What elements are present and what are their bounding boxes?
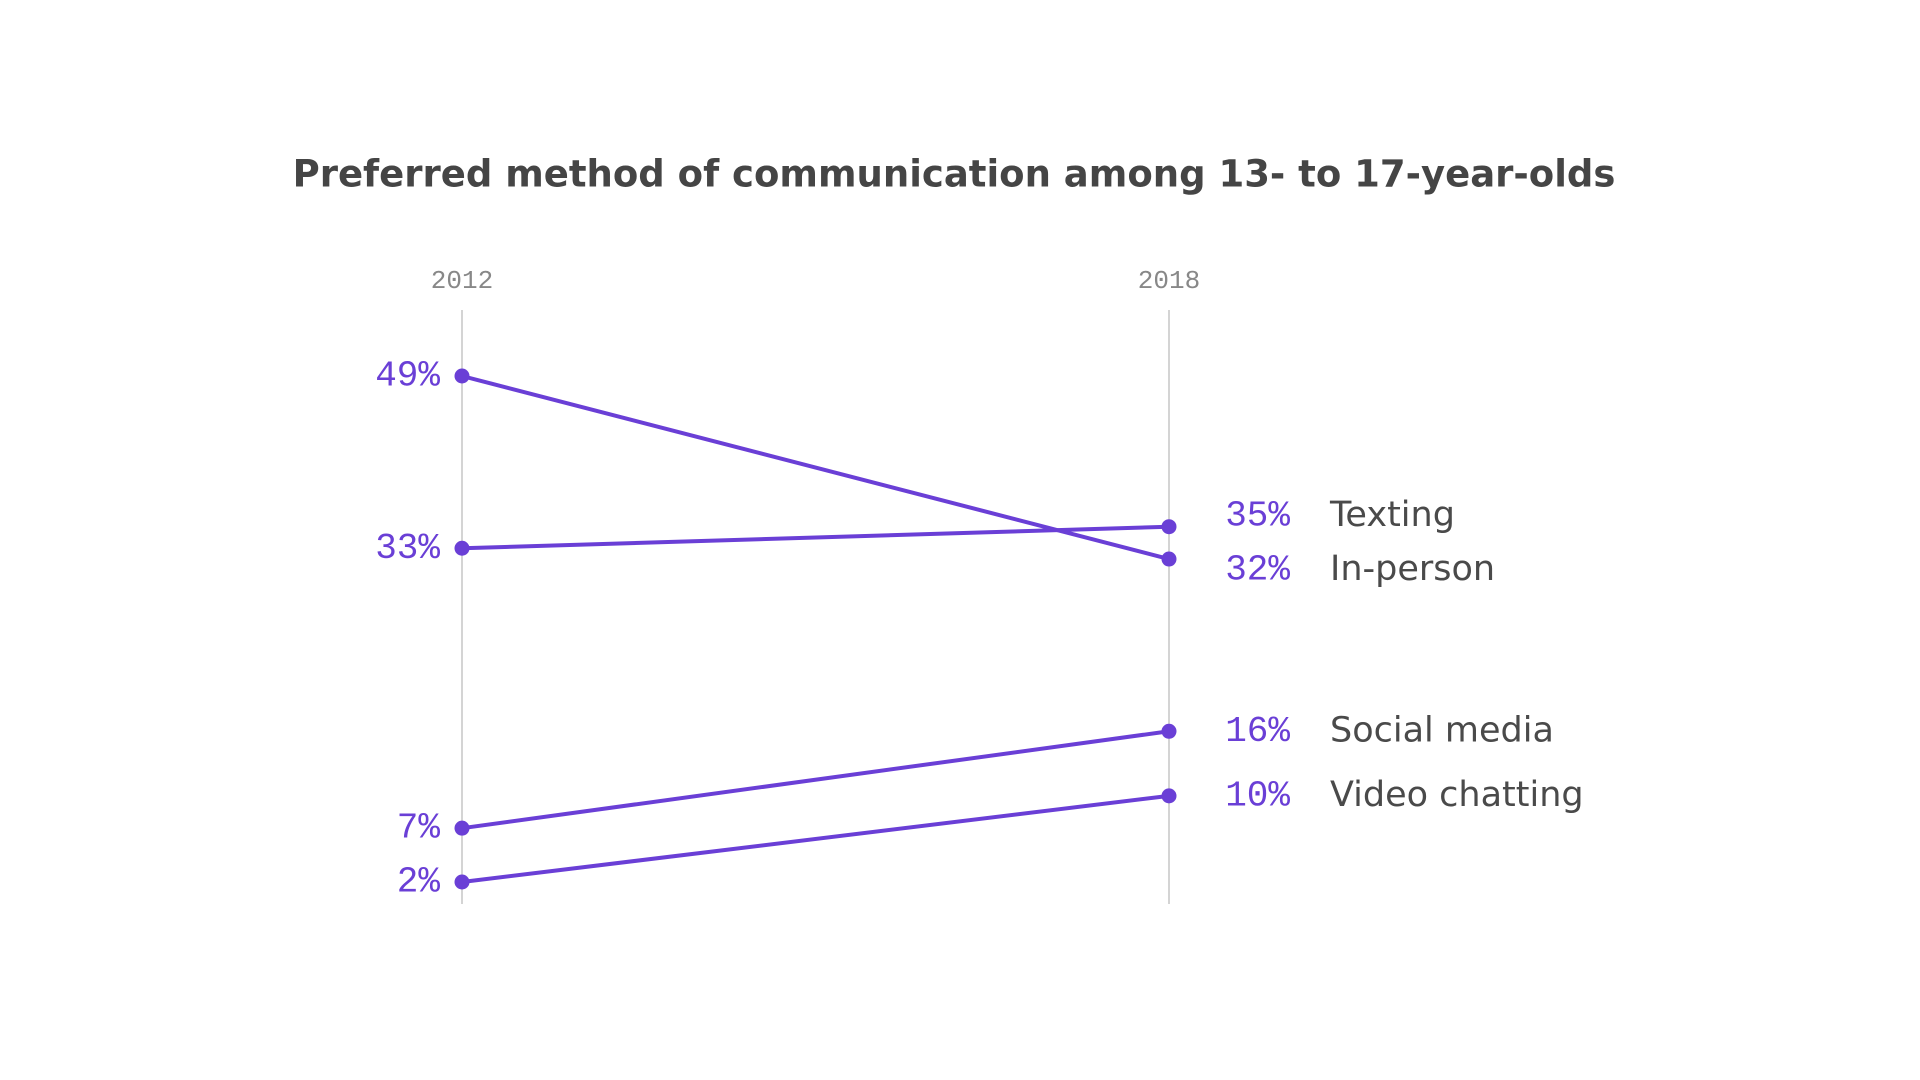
year-label: 2012 [431,266,493,296]
value-label: 49% [375,356,440,397]
series-label: Texting [1329,495,1455,535]
series-label: Video chatting [1330,775,1584,815]
slope-line [461,793,1170,884]
point [1161,519,1177,535]
value-label: 2% [397,862,441,903]
point [1161,788,1177,804]
point [454,874,470,890]
point [454,540,470,556]
value-label: 10% [1225,775,1290,816]
point [454,368,470,384]
slope-line [461,729,1170,831]
value-label: 33% [375,528,440,569]
point [454,820,470,836]
point [1161,551,1177,567]
value-label: 16% [1225,711,1290,752]
year-label: 2018 [1138,266,1200,296]
value-label: 35% [1225,495,1290,536]
series-label: Social media [1330,710,1554,750]
slope-line [461,374,1170,561]
point [1161,723,1177,739]
series-label: In-person [1330,549,1495,589]
chart-title: Preferred method of communication among … [293,153,1616,196]
value-label: 32% [1225,549,1290,590]
value-label: 7% [397,808,441,849]
